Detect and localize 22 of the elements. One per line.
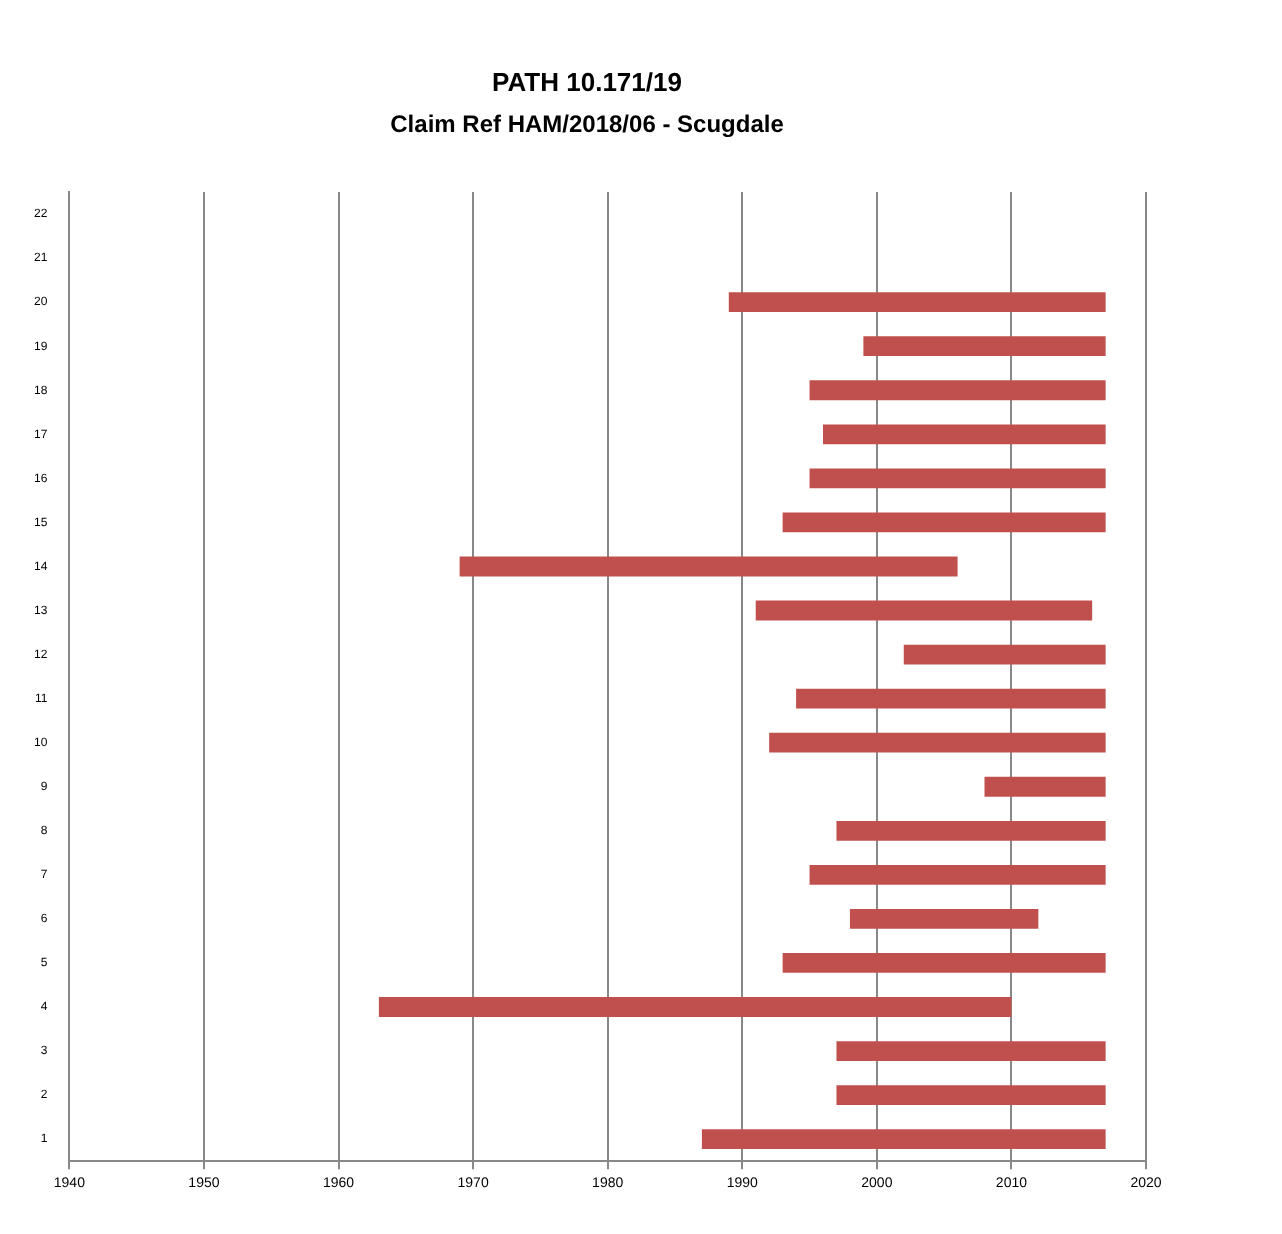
bar <box>984 776 1106 797</box>
bar <box>769 732 1106 753</box>
bar <box>796 688 1106 709</box>
chart-subtitle: Claim Ref HAM/2018/06 - Scugdale <box>390 110 785 139</box>
bar <box>836 1085 1106 1106</box>
bar <box>809 380 1106 401</box>
bar <box>701 1129 1106 1150</box>
bar <box>378 997 1012 1017</box>
bar <box>809 468 1106 489</box>
bar <box>903 644 1106 665</box>
bar <box>823 424 1106 445</box>
bar <box>728 292 1106 313</box>
bar <box>836 820 1106 841</box>
bar <box>459 556 958 577</box>
bar <box>809 864 1106 885</box>
bar <box>863 336 1106 357</box>
chart-title: PATH 10.171/19 <box>492 66 682 97</box>
bar <box>849 908 1039 929</box>
bar <box>836 1041 1106 1061</box>
bar <box>782 512 1106 533</box>
bar <box>755 600 1093 621</box>
bar <box>782 953 1106 973</box>
